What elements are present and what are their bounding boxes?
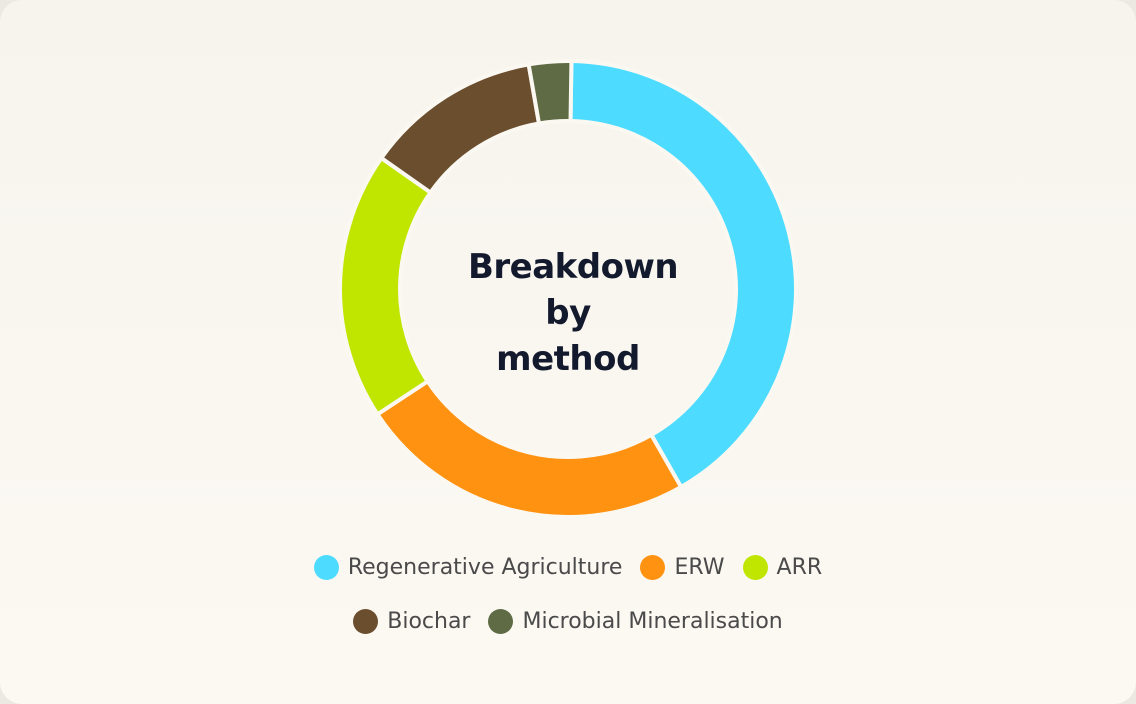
donut-chart <box>338 58 798 519</box>
donut-segment <box>338 155 434 418</box>
chart-title: Breakdown by method <box>468 247 679 379</box>
donut-segment <box>378 62 542 196</box>
legend-label: Regenerative Agriculture <box>347 554 623 580</box>
legend-item: ERW <box>640 550 725 584</box>
donut-segment <box>526 59 574 126</box>
legend-item: Biochar <box>353 604 470 638</box>
legend-swatch <box>640 554 666 580</box>
legend-swatch <box>488 608 514 634</box>
legend: Regenerative Agriculture ERW ARR Biochar Mic… <box>268 550 868 638</box>
legend-item: Regenerative Agriculture <box>313 550 623 584</box>
legend-swatch <box>313 554 339 580</box>
legend-label: Biochar <box>387 608 471 634</box>
donut-segment <box>568 58 798 490</box>
legend-swatch <box>353 608 379 634</box>
legend-swatch <box>742 554 768 580</box>
legend-item: Microbial Mineralisation <box>488 604 783 638</box>
legend-label: ARR <box>776 554 823 580</box>
legend-item: ARR <box>742 550 823 584</box>
donut-segment <box>374 378 684 519</box>
legend-label: Microbial Mineralisation <box>522 608 783 634</box>
legend-label: ERW <box>674 554 725 580</box>
